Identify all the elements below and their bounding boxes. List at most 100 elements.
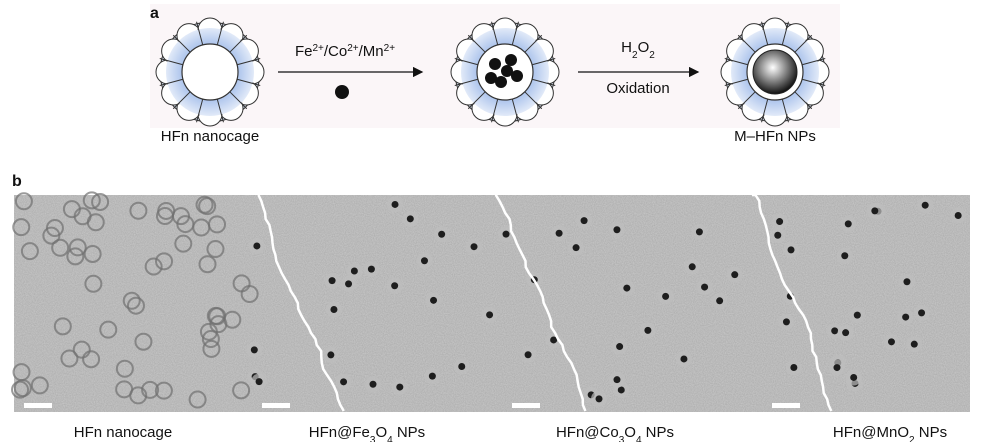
particle	[841, 252, 848, 259]
text-run: NPs	[642, 424, 675, 441]
particle	[774, 232, 781, 239]
particle	[788, 246, 795, 253]
particle	[644, 327, 651, 334]
particle	[581, 217, 588, 224]
text-run: NPs	[393, 424, 426, 441]
oxide-core	[753, 50, 797, 94]
particle	[351, 267, 358, 274]
cage-cavity	[182, 44, 238, 100]
particle	[903, 278, 910, 285]
captions: HFn nanocageHFn@Fe3O4 NPsHFn@Co3O4 NPsHF…	[74, 424, 947, 442]
particle	[850, 374, 857, 381]
particle	[407, 215, 414, 222]
scale-bar	[772, 403, 800, 408]
particle	[525, 351, 532, 358]
particle	[256, 378, 263, 385]
iron-core	[485, 72, 497, 84]
particle	[783, 318, 790, 325]
text-run: O	[638, 39, 650, 56]
particle	[902, 314, 909, 321]
supscript: 2+	[312, 43, 324, 54]
panel-caption: HFn nanocage	[74, 424, 172, 441]
particle	[253, 242, 260, 249]
iron-core	[489, 58, 501, 70]
particle	[392, 201, 399, 208]
figure: a Fe2+/Co2+/Mn2+ H2O2 Oxidation HFn nano…	[0, 0, 984, 442]
particle	[871, 207, 878, 214]
particle	[854, 312, 861, 319]
panel-caption: HFn@Fe3O4 NPs	[309, 424, 425, 442]
text-run: HFn@Fe	[309, 424, 370, 441]
particle	[556, 230, 563, 237]
particle	[623, 285, 630, 292]
particle	[368, 266, 375, 273]
particle	[430, 297, 437, 304]
particle	[421, 257, 428, 264]
particle	[689, 263, 696, 270]
particle	[486, 311, 493, 318]
supscript: 2+	[384, 43, 396, 54]
particle	[391, 282, 398, 289]
tem-image	[12, 192, 970, 412]
text-run: O	[375, 424, 387, 441]
scale-bar	[24, 403, 52, 408]
particle	[845, 220, 852, 227]
particle	[662, 293, 669, 300]
panel-label: b	[12, 173, 22, 190]
particle	[833, 364, 840, 371]
panel-caption: HFn@MnO2 NPs	[833, 424, 947, 442]
particle	[396, 384, 403, 391]
text-run: /Co	[324, 43, 347, 60]
particle	[680, 355, 687, 362]
scale-bar	[262, 403, 290, 408]
particle	[842, 329, 849, 336]
step-label: Oxidation	[606, 80, 669, 97]
particle	[955, 212, 962, 219]
particle	[251, 346, 258, 353]
particle	[701, 284, 708, 291]
particle	[731, 271, 738, 278]
particle	[790, 364, 797, 371]
particle	[613, 376, 620, 383]
text-run: O	[624, 424, 636, 441]
text-run: Fe	[295, 43, 313, 60]
product-label: M–HFn NPs	[734, 128, 816, 145]
particle	[458, 363, 465, 370]
particle	[716, 297, 723, 304]
panel-label: a	[150, 5, 159, 22]
particle	[370, 381, 377, 388]
particle	[340, 378, 347, 385]
particle	[911, 341, 918, 348]
particle	[327, 351, 334, 358]
text-run: /Mn	[359, 43, 384, 60]
particle	[918, 309, 925, 316]
start-label: HFn nanocage	[161, 128, 259, 145]
particle	[922, 202, 929, 209]
particle	[776, 218, 783, 225]
particle	[429, 373, 436, 380]
particle	[471, 243, 478, 250]
text-run: NPs	[915, 424, 948, 441]
particle	[613, 226, 620, 233]
particle	[596, 395, 603, 402]
particle	[345, 280, 352, 287]
text-run: H	[621, 39, 632, 56]
text-run: HFn@MnO	[833, 424, 909, 441]
ion-dot	[335, 85, 349, 99]
iron-core	[505, 54, 517, 66]
scale-bar	[512, 403, 540, 408]
particle	[696, 228, 703, 235]
text-run: HFn@Co	[556, 424, 619, 441]
particle	[329, 277, 336, 284]
particle	[888, 338, 895, 345]
iron-core	[501, 65, 513, 77]
subscript: 2	[649, 50, 655, 61]
particle	[503, 231, 510, 238]
reagent-label: Fe2+/Co2+/Mn2+	[295, 43, 395, 61]
text-run: HFn nanocage	[74, 424, 172, 441]
particle	[616, 343, 623, 350]
supscript: 2+	[347, 43, 359, 54]
particle	[573, 244, 580, 251]
particle	[330, 306, 337, 313]
particle	[831, 327, 838, 334]
